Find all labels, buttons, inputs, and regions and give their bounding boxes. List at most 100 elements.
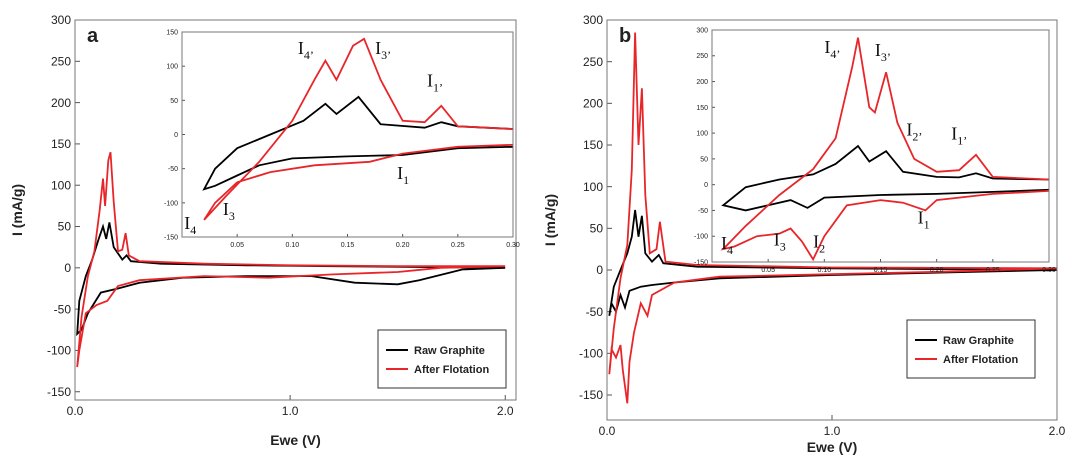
annotation-text: I (875, 40, 881, 60)
y-tick-label: 0 (64, 261, 71, 275)
series-group (608, 32, 1057, 404)
x-tick-label: 0.20 (396, 242, 410, 249)
legend-label: After Flotation (414, 364, 489, 376)
annotation-text: I (918, 207, 924, 227)
y-tick-label: 50 (590, 222, 604, 236)
x-tick-label: 2.0 (1049, 424, 1066, 438)
annotation-text: I (813, 232, 819, 252)
y-tick-label: 250 (696, 53, 708, 60)
curve (720, 37, 1049, 262)
annotation-text: I (298, 38, 304, 58)
y-tick-label: -100 (47, 344, 71, 358)
y-tick-label: 0 (596, 263, 603, 277)
annotation-subscript: 1’ (433, 81, 443, 95)
x-tick-label: 0.10 (286, 242, 300, 249)
annotation-text: I (427, 71, 433, 91)
annotation: I3’ (375, 38, 391, 62)
y-tick-label: 250 (583, 55, 603, 69)
series-group (720, 37, 1049, 262)
annotation: I4 (184, 213, 196, 237)
annotation-text: I (397, 163, 403, 183)
annotation-text: I (906, 120, 912, 140)
y-tick-label: 100 (696, 131, 708, 138)
y-tick-label: 250 (51, 55, 71, 69)
y-tick-label: -150 (47, 385, 71, 399)
y-tick-label: -50 (586, 305, 604, 319)
y-tick-label: 100 (166, 64, 178, 71)
y-tick-label: -150 (694, 259, 708, 266)
annotation-subscript: 3’ (381, 48, 391, 62)
annotation-subscript: 4’ (304, 48, 314, 62)
y-axis-label: I (mA/g) (9, 184, 25, 236)
annotation-subscript: 2’ (912, 130, 922, 144)
annotation: I3 (774, 230, 786, 254)
panel-label: a (87, 25, 99, 47)
plot-area (712, 30, 1049, 262)
curve (76, 222, 506, 337)
annotation: I1 (918, 207, 930, 231)
annotation: I1’ (951, 123, 967, 147)
y-tick-label: 300 (583, 13, 603, 27)
legend-box (906, 319, 1036, 379)
annotation-text: I (951, 123, 957, 143)
y-tick-label: -100 (164, 200, 178, 207)
y-tick-label: 150 (51, 137, 71, 151)
curve (608, 209, 1057, 316)
series-group (202, 37, 513, 221)
x-axis-label: Ewe (V) (807, 439, 858, 455)
series-group (76, 151, 506, 368)
annotation: I3 (223, 199, 235, 223)
y-tick-label: 200 (583, 97, 603, 111)
curve (721, 144, 1049, 212)
annotation-subscript: 1 (403, 173, 409, 187)
annotation-subscript: 1 (924, 217, 930, 231)
annotation-subscript: 4’ (830, 47, 840, 61)
y-tick-label: 50 (58, 220, 72, 234)
annotation: I4’ (298, 38, 314, 62)
x-tick-label: 2.0 (497, 404, 514, 418)
y-tick-label: 0 (704, 182, 708, 189)
annotation-subscript: 2 (819, 242, 825, 256)
annotation-text: I (824, 37, 830, 57)
plot-frame (606, 19, 1058, 421)
annotation-subscript: 3 (780, 240, 786, 254)
x-tick-label: 0.10 (818, 267, 832, 274)
x-tick-label: 0.15 (341, 242, 355, 249)
y-tick-label: 100 (583, 180, 603, 194)
plot-frame (181, 31, 514, 238)
annotation-text: I (721, 233, 727, 253)
annotation-text: I (375, 38, 381, 58)
y-tick-label: 0 (174, 132, 178, 139)
y-tick-label: -100 (579, 347, 603, 361)
curve (76, 151, 506, 368)
annotation-subscript: 3’ (881, 50, 891, 64)
x-tick-label: 1.0 (282, 404, 299, 418)
x-tick-label: 0.0 (67, 404, 84, 418)
y-tick-label: 100 (51, 178, 71, 192)
x-axis-label: Ewe (V) (270, 432, 321, 448)
annotation-text: I (223, 199, 229, 219)
annotation: I3’ (875, 40, 891, 64)
curve (608, 32, 1057, 404)
x-tick-label: 0.15 (874, 267, 888, 274)
x-tick-label: 0.30 (1042, 267, 1056, 274)
x-tick-label: 0.0 (599, 424, 616, 438)
y-tick-label: -150 (164, 234, 178, 241)
y-tick-label: 300 (51, 13, 71, 27)
annotation: I4’ (824, 37, 840, 61)
legend-label: Raw Graphite (414, 345, 485, 357)
x-tick-label: 0.05 (230, 242, 244, 249)
y-tick-label: -50 (698, 208, 708, 215)
y-axis-label: I (mA/g) (542, 194, 558, 246)
annotation: I2 (813, 232, 825, 256)
x-tick-label: 1.0 (824, 424, 841, 438)
annotation: I4 (721, 233, 733, 257)
plot-frame (711, 29, 1050, 263)
y-tick-label: 50 (700, 156, 708, 163)
plot-frame (74, 19, 517, 401)
y-tick-label: 150 (583, 138, 603, 152)
x-tick-label: 0.20 (930, 267, 944, 274)
plot-area (182, 32, 513, 237)
annotation-text: I (184, 213, 190, 233)
